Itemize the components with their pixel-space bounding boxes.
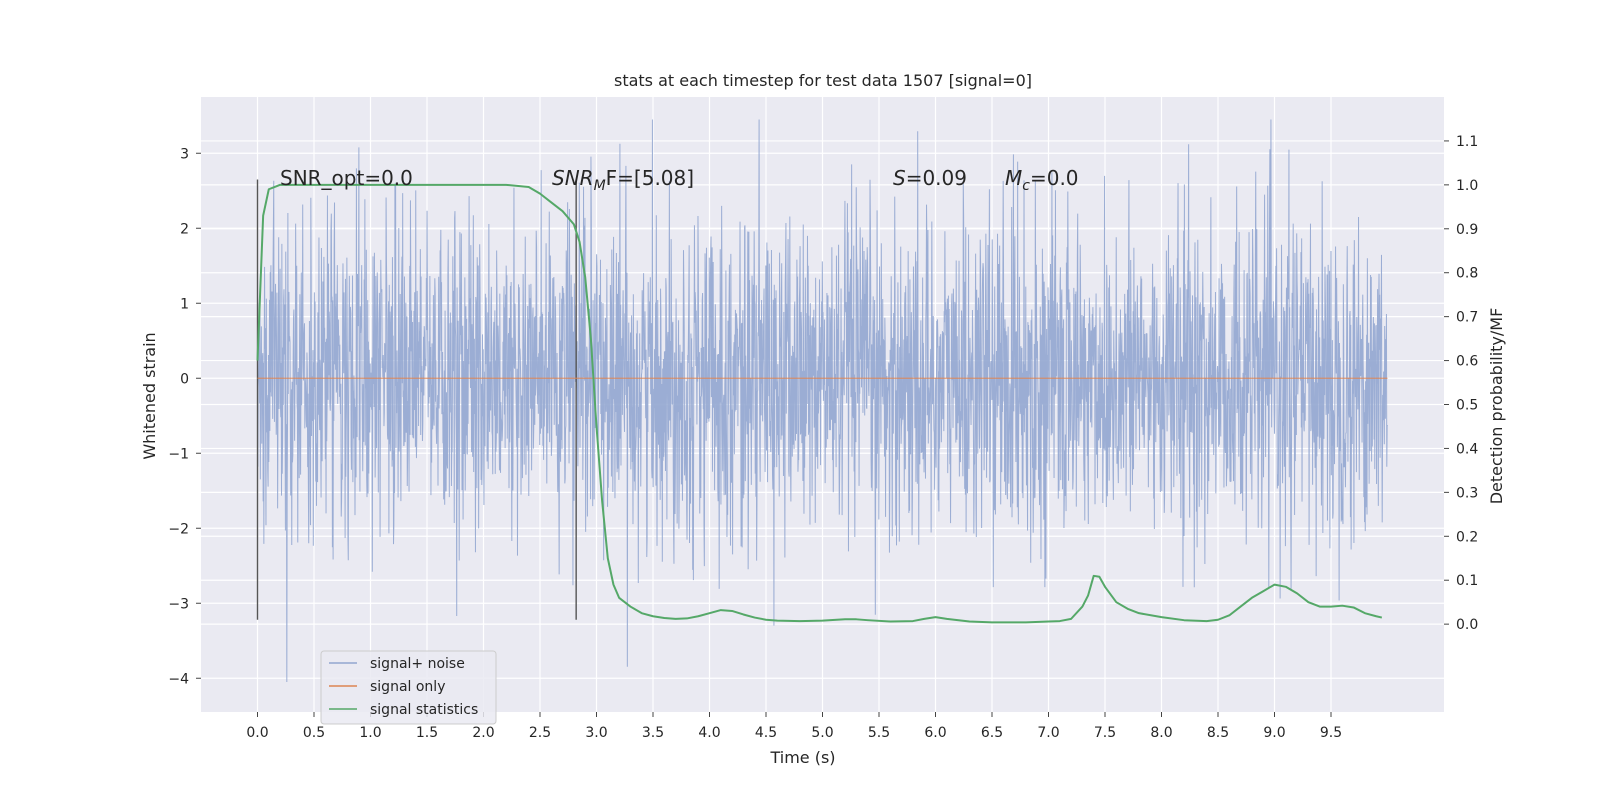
series-lines (256, 183, 1388, 624)
x-tick-label: 4.5 (755, 725, 777, 741)
y-tick-label: 0 (180, 371, 189, 387)
legend-label-signal-noise: signal+ noise (370, 656, 465, 672)
x-tick-label: 5.5 (868, 725, 890, 741)
x-tick-label: 1.5 (416, 725, 438, 741)
x-axis-label: Time (s) (769, 748, 835, 767)
y2-tick-label: 0.5 (1456, 398, 1478, 414)
annotation-mc: Mc=0.0 (1005, 166, 1079, 194)
x-tick-label: 2.5 (529, 725, 551, 741)
x-tick-label: 4.0 (698, 725, 720, 741)
vertical-markers (256, 179, 577, 620)
mc-prefix: M (1005, 166, 1022, 190)
x-tick-label: 8.5 (1207, 725, 1229, 741)
annotation-snr-opt: SNR_opt=0.0 (280, 166, 413, 190)
annotation-s: S=0.09 (893, 166, 967, 190)
legend-label-signal-only: signal only (370, 679, 445, 695)
y-tick-label: 2 (180, 221, 189, 237)
snr-mf-prefix: SNR (552, 166, 594, 190)
x-tick-label: 8.0 (1150, 725, 1172, 741)
x-tick-label: 5.0 (811, 725, 833, 741)
y-tick-label: −1 (168, 446, 189, 462)
x-tick-label: 3.0 (585, 725, 607, 741)
x-tick-label: 9.0 (1263, 725, 1285, 741)
snr-mf-suffix: F=[5.08] (606, 166, 694, 190)
tick-labels: 0.0 0.5 1.0 1.5 2.0 2.5 3.0 3.5 4.0 4.5 5.0 5.5 6.0 6… (168, 134, 1478, 741)
y2-tick-label: 1.0 (1456, 178, 1478, 194)
x-tick-label: 7.5 (1094, 725, 1116, 741)
y2-tick-label: 0.0 (1456, 617, 1478, 633)
y2-tick-label: 0.2 (1456, 529, 1478, 545)
y-axis-label: Whitened strain (140, 332, 159, 459)
y2-tick-label: 0.6 (1456, 354, 1478, 370)
x-tick-label: 3.5 (642, 725, 664, 741)
s-prefix: S (893, 166, 906, 190)
x-tick-label: 1.0 (359, 725, 381, 741)
legend-label-signal-statistics: signal statistics (370, 702, 478, 718)
y2-tick-label: 0.7 (1456, 310, 1478, 326)
snr-mf-sub: M (594, 178, 606, 194)
y2-tick-label: 0.1 (1456, 573, 1478, 589)
mc-suffix: =0.0 (1030, 166, 1079, 190)
legend: signal+ noise signal only signal statist… (320, 650, 497, 725)
y2-tick-label: 1.1 (1456, 134, 1478, 150)
chart-title: stats at each timestep for test data 150… (614, 71, 1032, 90)
signal-statistics-line (256, 183, 1383, 624)
s-suffix: =0.09 (906, 166, 967, 190)
y2-tick-label: 0.3 (1456, 485, 1478, 501)
signal-noise-series (257, 119, 1388, 683)
y2-axis-label: Detection probability/MF (1487, 308, 1506, 505)
y-tick-label: 3 (180, 146, 189, 162)
x-tick-label: 6.0 (924, 725, 946, 741)
y2-tick-label: 0.4 (1456, 441, 1478, 457)
x-tick-label: 6.5 (981, 725, 1003, 741)
y2-tick-label: 0.9 (1456, 222, 1478, 238)
x-tick-label: 2.0 (472, 725, 494, 741)
y-tick-label: −2 (168, 521, 189, 537)
signal-noise-line (257, 119, 1388, 683)
y-tick-label: −4 (168, 671, 189, 687)
x-tick-label: 0.0 (246, 725, 268, 741)
y-tick-label: −3 (168, 596, 189, 612)
x-tick-label: 9.5 (1320, 725, 1342, 741)
y-tick-label: 1 (180, 296, 189, 312)
legend-box (320, 650, 497, 725)
x-tick-label: 0.5 (303, 725, 325, 741)
y2-tick-label: 0.8 (1456, 266, 1478, 282)
mc-sub: c (1022, 178, 1030, 194)
x-tick-label: 7.0 (1037, 725, 1059, 741)
annotation-snr-mf: SNRMF=[5.08] (552, 166, 694, 194)
